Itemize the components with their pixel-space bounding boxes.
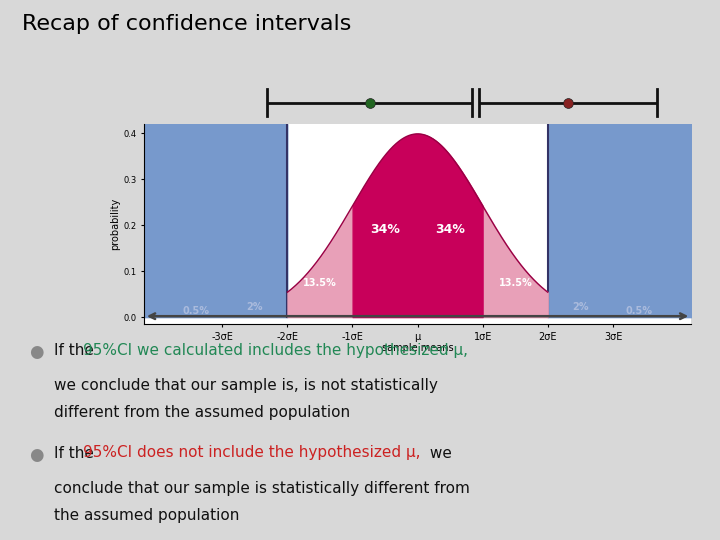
Text: ●: ●: [29, 343, 43, 361]
Text: If the: If the: [54, 343, 99, 358]
Text: we conclude that our sample is, is not statistically: we conclude that our sample is, is not s…: [54, 378, 438, 393]
Y-axis label: probability: probability: [110, 198, 120, 250]
Text: 34%: 34%: [435, 224, 465, 237]
Point: [364, 98, 376, 107]
Text: 2%: 2%: [246, 302, 263, 312]
Text: Recap of confidence intervals: Recap of confidence intervals: [22, 14, 351, 33]
Text: we: we: [425, 446, 451, 461]
Text: 2%: 2%: [572, 302, 589, 312]
Text: different from the assumed population: different from the assumed population: [54, 405, 350, 420]
Text: 13.5%: 13.5%: [498, 278, 532, 288]
Point: [562, 98, 574, 107]
Text: conclude that our sample is statistically different from: conclude that our sample is statisticall…: [54, 481, 470, 496]
Text: 34%: 34%: [370, 224, 400, 237]
X-axis label: sample means: sample means: [382, 343, 454, 353]
Text: 13.5%: 13.5%: [303, 278, 337, 288]
Text: the assumed population: the assumed population: [54, 508, 239, 523]
Text: ●: ●: [29, 446, 43, 463]
Text: 95%CI we calculated includes the hypothesized μ,: 95%CI we calculated includes the hypothe…: [83, 343, 468, 358]
Text: 0.5%: 0.5%: [183, 306, 210, 316]
Text: 0.5%: 0.5%: [626, 306, 652, 316]
Text: If the: If the: [54, 446, 99, 461]
Text: 95%CI does not include the hypothesized μ,: 95%CI does not include the hypothesized …: [83, 446, 420, 461]
